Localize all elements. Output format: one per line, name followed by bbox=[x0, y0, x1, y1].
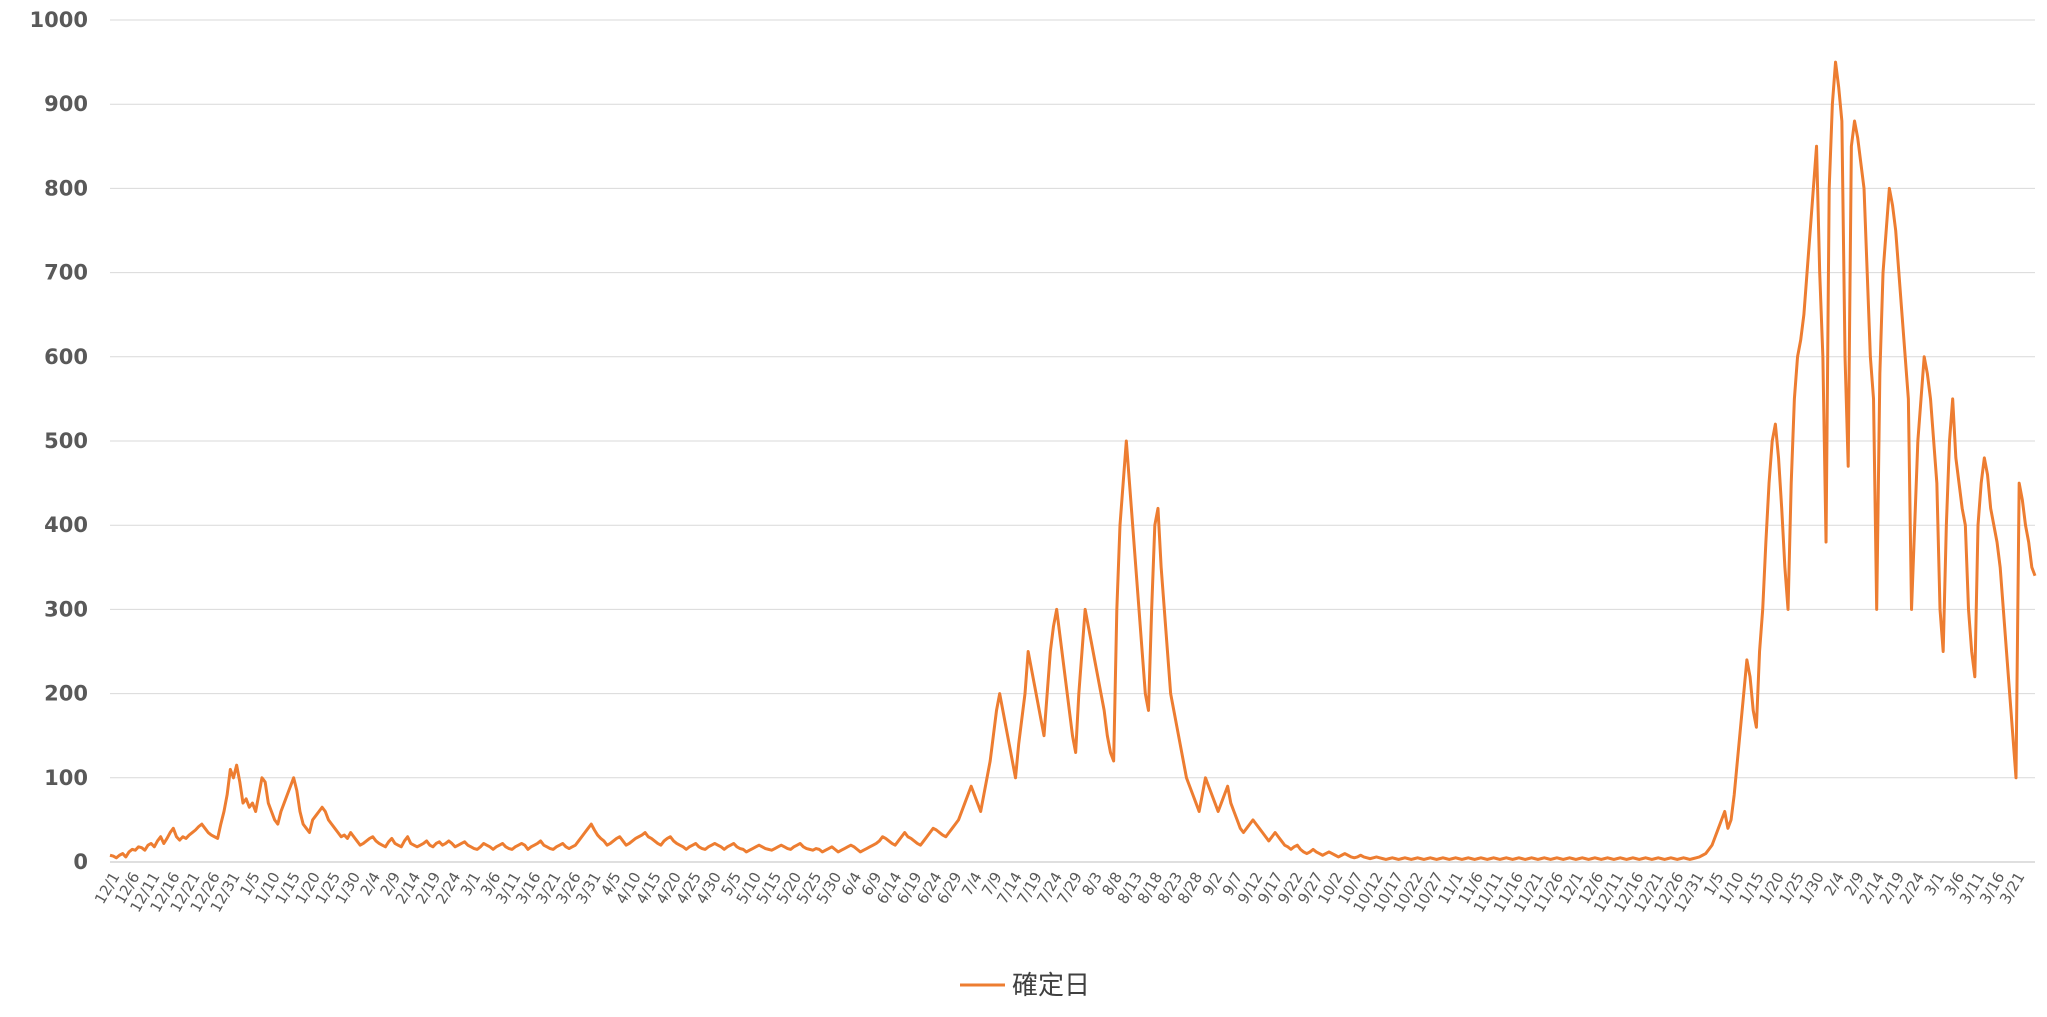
legend: 確定日 bbox=[960, 971, 1090, 1001]
y-tick-label: 1000 bbox=[30, 8, 88, 32]
y-tick-label: 100 bbox=[44, 766, 88, 790]
legend-label: 確定日 bbox=[1012, 971, 1090, 1001]
series-layer bbox=[109, 60, 2037, 861]
y-tick-label: 700 bbox=[44, 261, 88, 285]
y-tick-label: 900 bbox=[44, 92, 88, 116]
y-tick-label: 500 bbox=[44, 429, 88, 453]
y-tick-label: 600 bbox=[44, 345, 88, 369]
x-axis-ticks: 12/112/612/1112/1612/2112/2612/311/51/10… bbox=[91, 869, 2028, 915]
gridlines bbox=[110, 19, 2035, 779]
y-tick-label: 0 bbox=[73, 850, 88, 874]
series-line-確定日 bbox=[109, 60, 2037, 861]
y-tick-label: 200 bbox=[44, 682, 88, 706]
y-axis-ticks: 0 100 200 300 400 500 600 700 800 900 1000 bbox=[30, 8, 88, 874]
y-tick-label: 400 bbox=[44, 513, 88, 537]
y-tick-label: 300 bbox=[44, 597, 88, 621]
y-tick-label: 800 bbox=[44, 176, 88, 200]
